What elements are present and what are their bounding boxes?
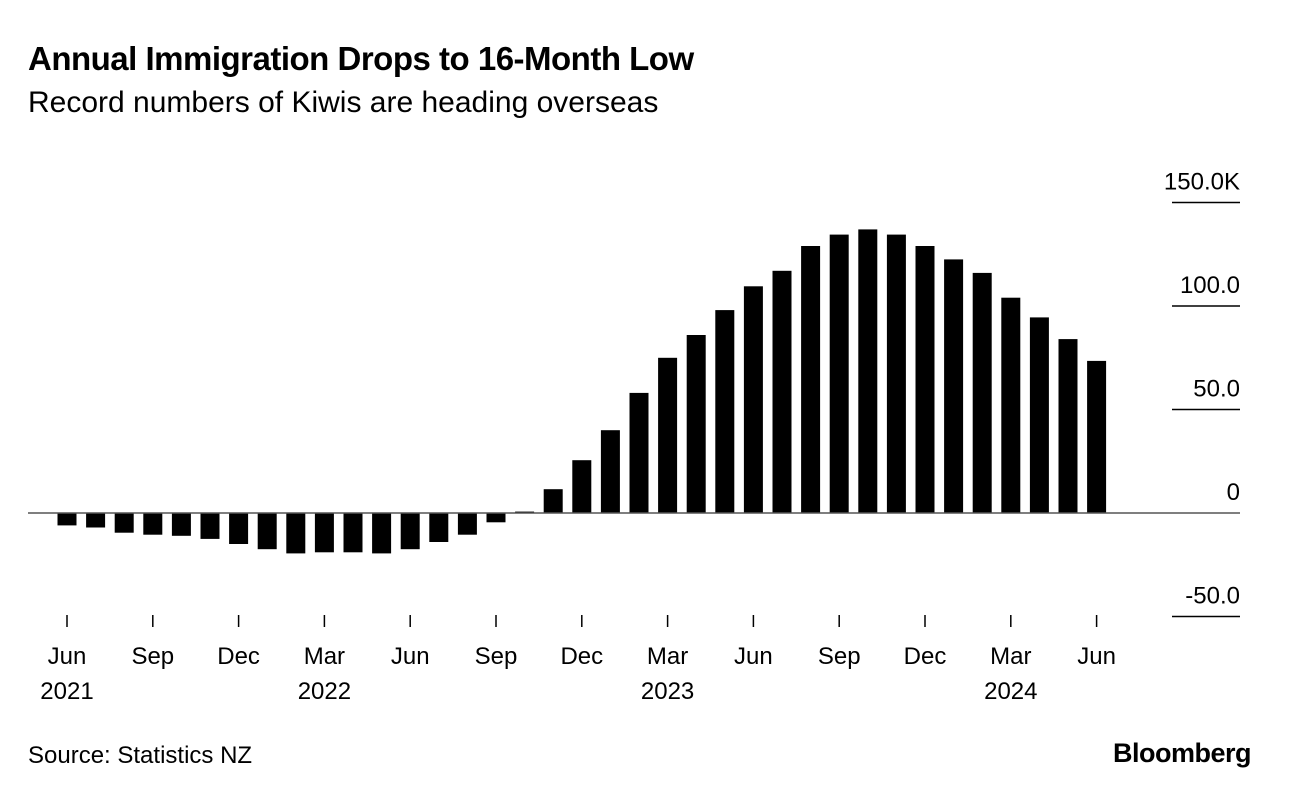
bar-sep-2021 [143,513,163,535]
bar-mar-2024 [1001,297,1021,513]
x-tick-label: Sep [131,643,174,670]
x-tick-label: Jun [391,643,430,670]
x-tick-label: Mar [647,643,688,670]
bar-jun-2021 [57,513,77,526]
bloomberg-logo: Bloomberg [1112,738,1252,768]
x-tick-label: Jun [48,643,87,670]
bar-apr-2022 [343,513,363,553]
bar-feb-2022 [286,513,306,554]
source-note: Source: Statistics NZ [28,742,253,769]
x-tick-label: Mar [990,643,1031,670]
chart-title: Annual Immigration Drops to 16-Month Low [28,40,694,77]
bar-may-2022 [372,513,392,554]
bar-aug-2021 [114,513,134,533]
y-tick-label: 100.0 [1180,272,1240,299]
bar-apr-2023 [686,335,706,513]
bar-dec-2023 [915,246,935,513]
bar-feb-2023 [629,392,649,513]
bar-jul-2023 [772,270,792,513]
bar-oct-2021 [171,513,191,536]
y-tick-label: 150.0K [1164,169,1240,196]
bar-nov-2021 [200,513,220,539]
bar-may-2024 [1058,339,1078,513]
x-year-label: 2022 [298,678,351,705]
bar-mar-2023 [658,357,678,514]
y-tick-label: 0 [1227,479,1240,506]
x-tick-label: Dec [560,643,603,670]
bar-sep-2022 [486,513,506,523]
x-tick-label: Dec [904,643,947,670]
x-tick-label: Mar [304,643,345,670]
bar-nov-2023 [886,234,906,513]
x-year-label: 2024 [984,678,1037,705]
bar-dec-2021 [229,513,249,544]
bar-jul-2021 [86,513,106,528]
y-tick-label: -50.0 [1185,583,1240,610]
bar-feb-2024 [972,272,992,513]
bar-mar-2022 [314,513,334,553]
x-tick-label: Jun [734,643,773,670]
bar-apr-2024 [1029,317,1049,513]
bar-jul-2022 [429,513,449,542]
bar-jun-2023 [743,286,763,513]
x-tick-label: Dec [217,643,260,670]
x-tick-label: Sep [818,643,861,670]
bar-aug-2023 [801,246,821,513]
bar-may-2023 [715,310,735,513]
bar-jun-2022 [400,513,420,550]
bar-oct-2023 [858,229,878,513]
chart-subtitle: Record numbers of Kiwis are heading over… [28,86,659,119]
bar-aug-2022 [457,513,477,535]
x-year-label: 2023 [641,678,694,705]
bar-nov-2022 [543,489,563,513]
bar-jan-2024 [944,259,964,513]
x-tick-label: Jun [1077,643,1116,670]
x-tick-label: Sep [475,643,518,670]
x-year-label: 2021 [40,678,93,705]
bar-jan-2023 [600,430,620,513]
bar-sep-2023 [829,234,849,513]
y-tick-label: 50.0 [1193,376,1240,403]
bar-jun-2024 [1087,360,1107,513]
bar-dec-2022 [572,460,592,513]
bar-jan-2022 [257,513,277,550]
